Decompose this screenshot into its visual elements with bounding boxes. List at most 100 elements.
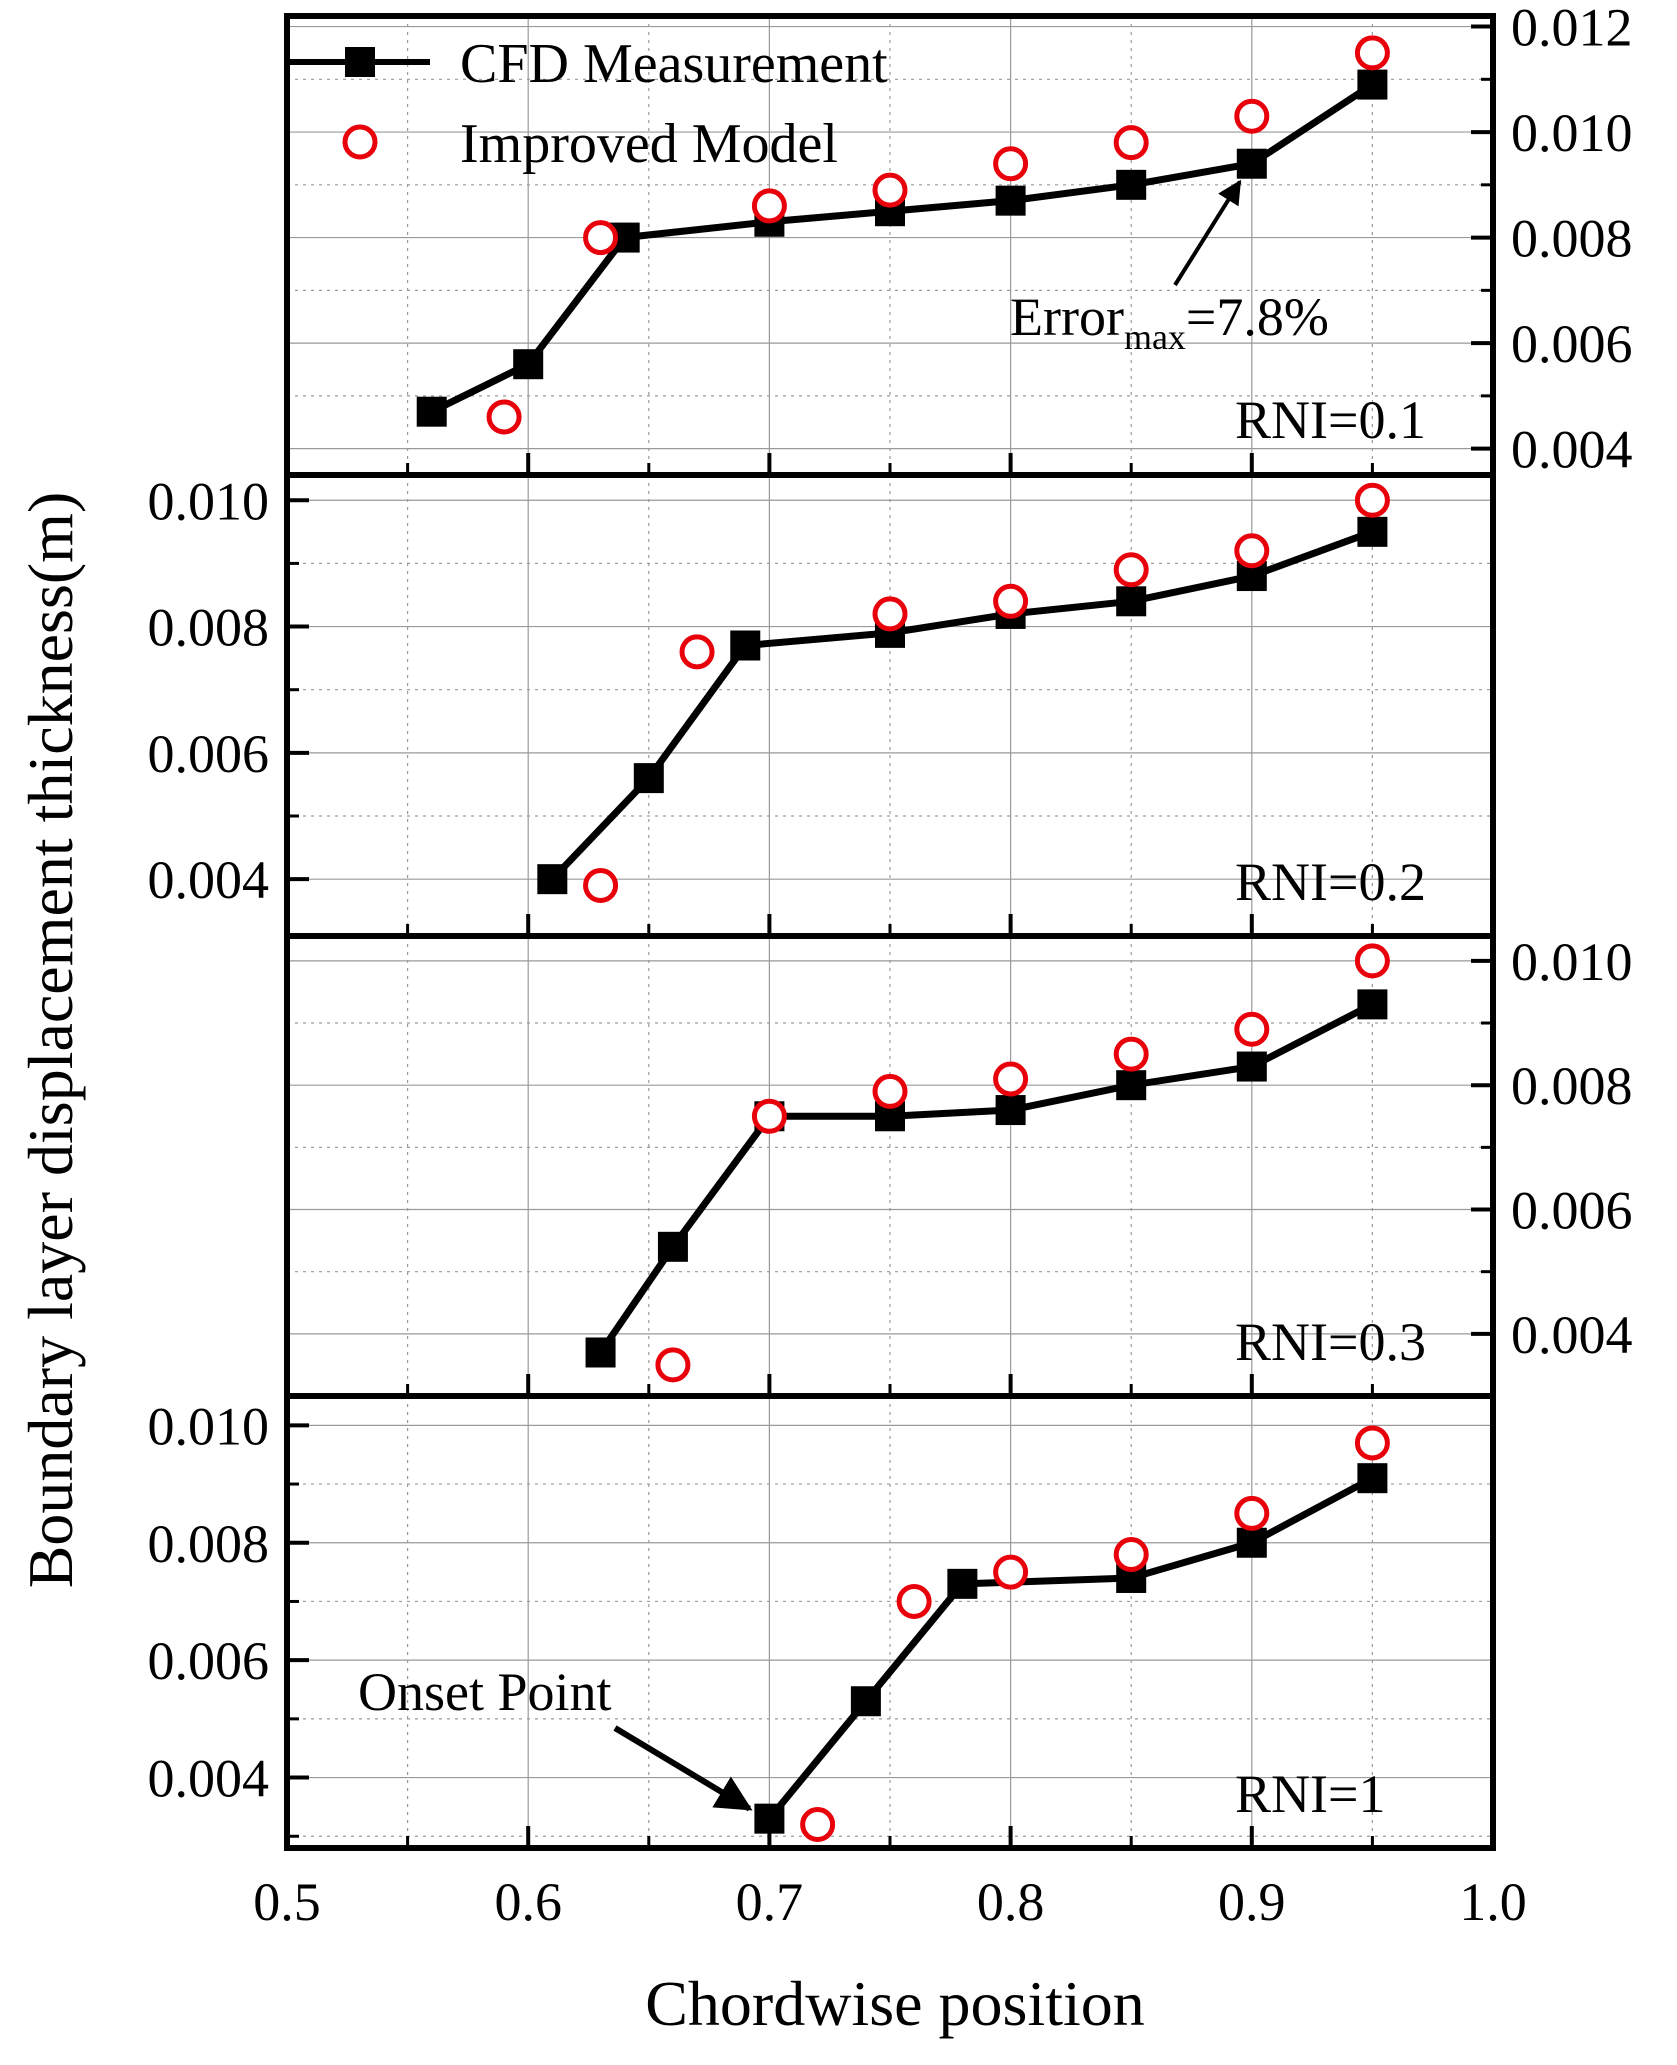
model-point [679,634,715,670]
y-tick-label: 0.010 [1511,103,1633,163]
legend-model-label: Improved Model [460,113,838,175]
model-point [583,220,619,256]
model-point [1234,533,1270,569]
cfd-point [1236,1051,1267,1082]
panel-label: RNI=0.3 [1235,1312,1426,1372]
cfd-point [1236,148,1267,179]
model-point [1234,98,1270,134]
model-point [800,1807,836,1843]
annotation-tail: =7.8% [1186,287,1329,347]
cfd-point [754,1803,785,1834]
model-point [896,1583,932,1619]
annotation-main: Error [1010,287,1124,347]
model-point [1354,482,1390,518]
y-tick-label: 0.008 [148,1514,270,1574]
x-tick-label: 0.7 [736,1872,804,1932]
panel-4: 0.004 0.006 0.008 0.010 RNI=1 Onset Point [148,1393,1496,1851]
model-point [1354,1425,1390,1461]
y-tick-label: 0.006 [1511,314,1633,374]
y-tick-label: 0.008 [1511,209,1633,269]
model-point [1234,1495,1270,1531]
y-tick-label: 0.006 [148,1631,270,1691]
cfd-point [416,396,447,427]
y-tick-label: 0.010 [148,471,270,531]
cfd-point [995,1095,1026,1126]
model-point [872,596,908,632]
x-tick-label: 0.9 [1218,1872,1286,1932]
cfd-point [850,1686,881,1717]
error-arrow [1173,179,1242,287]
cfd-point [513,349,544,380]
cfd-point [947,1568,978,1599]
cfd-point [1357,69,1388,100]
panel-label: RNI=0.2 [1235,852,1426,912]
panel-1: 0.004 0.006 0.008 0.010 0.012 RNI=0.1 Errormax… [284,0,1633,480]
model-point [1354,943,1390,979]
model-point [486,399,522,435]
cfd-line [549,528,1374,882]
onset-annotation: Onset Point [358,1662,612,1722]
panel-3: 0.004 0.006 0.008 0.010 RNI=0.3 [284,932,1633,1399]
x-axis-title: Chordwise position [645,1968,1145,2039]
y-tick-label: 0.004 [148,1749,270,1809]
cfd-point [730,630,761,661]
error-max-annotation: Errormax=7.8% [1010,287,1329,357]
cfd-point [1116,586,1147,617]
model-point [993,1061,1029,1097]
model-point [583,867,619,903]
y-tick-label: 0.010 [1511,932,1633,992]
model-point [1113,1036,1149,1072]
model-point [872,172,908,208]
y-axis-title: Boundary layer displacement thickness(m) [15,492,86,1589]
panel-label: RNI=1 [1235,1764,1385,1824]
model-point [751,1098,787,1134]
cfd-point [1357,1463,1388,1494]
model-point [1354,35,1390,71]
cfd-point [1116,1070,1147,1101]
panels-layer: 0.004 0.006 0.008 0.010 0.012 RNI=0.1 Errormax… [148,0,1633,1851]
cfd-point [1116,169,1147,200]
y-tick-label: 0.004 [148,850,270,910]
model-point [872,1073,908,1109]
y-tick-label: 0.004 [1511,1305,1633,1365]
cfd-point [633,763,664,794]
legend-model-marker [342,124,378,160]
model-point [1113,1536,1149,1572]
legend-cfd-label: CFD Measurement [460,33,888,95]
model-point [1113,125,1149,161]
panel-label: RNI=0.1 [1235,390,1426,450]
panel-2: 0.004 0.006 0.008 0.010 RNI=0.2 [148,471,1496,939]
y-tick-label: 0.008 [1511,1056,1633,1116]
cfd-line [766,1475,1375,1821]
cfd-point [657,1231,688,1262]
legend-cfd-marker [345,47,375,77]
x-tick-label: 1.0 [1459,1872,1527,1932]
onset-arrow [613,1725,753,1812]
cfd-point [585,1337,616,1368]
legend: CFD Measurement Improved Model [290,33,888,175]
y-tick-label: 0.006 [1511,1181,1633,1241]
y-tick-label: 0.012 [1511,0,1633,58]
cfd-point [1236,1527,1267,1558]
cfd-point [995,185,1026,216]
x-tick-label: 0.8 [977,1872,1045,1932]
cfd-line [597,1001,1375,1355]
model-point [1234,1011,1270,1047]
model-point [1113,552,1149,588]
model-point [993,583,1029,619]
model-point [993,1554,1029,1590]
annotation-subscript: max [1124,317,1186,357]
y-tick-label: 0.008 [148,598,270,658]
y-tick-label: 0.004 [1511,420,1633,480]
y-tick-label: 0.010 [148,1396,270,1456]
cfd-point [537,864,568,895]
panel-frame [284,1393,1496,1851]
model-point [993,146,1029,182]
cfd-point [1357,989,1388,1020]
model-point [751,188,787,224]
y-tick-label: 0.006 [148,724,270,784]
x-tick-label: 0.5 [253,1872,321,1932]
x-tick-label: 0.6 [494,1872,562,1932]
cfd-point [1357,516,1388,547]
